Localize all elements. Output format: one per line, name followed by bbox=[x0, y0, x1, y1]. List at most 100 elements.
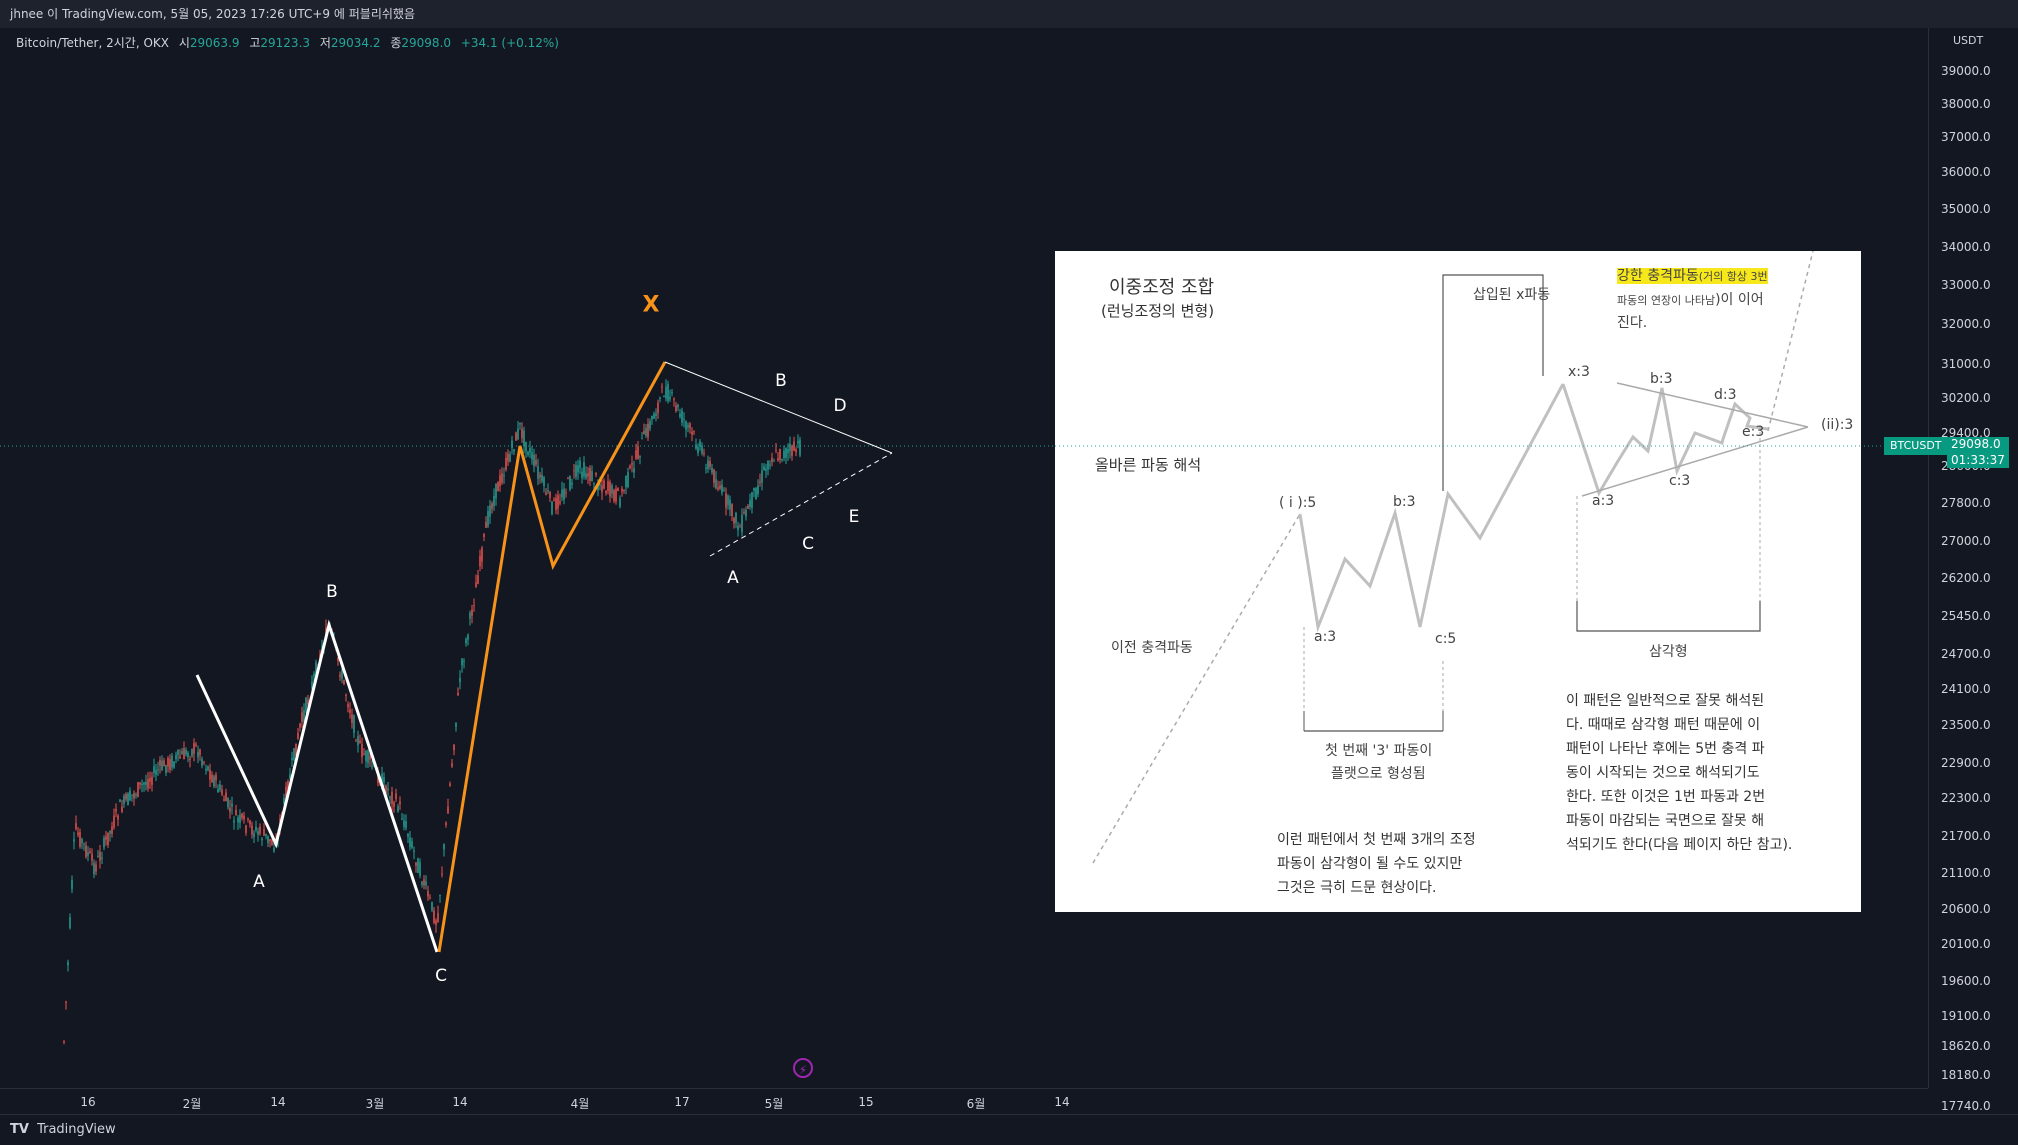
candle-body bbox=[591, 471, 593, 482]
candle-body bbox=[399, 801, 401, 805]
candle-body bbox=[533, 454, 535, 467]
candle-body bbox=[195, 744, 197, 746]
candle-body bbox=[395, 793, 397, 800]
candle-body bbox=[603, 480, 605, 489]
candle-body bbox=[183, 748, 185, 760]
triangle-lower-line[interactable] bbox=[709, 452, 893, 557]
price-tick: 36000.0 bbox=[1941, 165, 1991, 179]
candle-body bbox=[191, 749, 193, 757]
price-tick: 18180.0 bbox=[1941, 1068, 1991, 1082]
chart-plot-area[interactable] bbox=[0, 28, 1928, 1088]
candle-body bbox=[569, 476, 571, 490]
candle-body bbox=[301, 712, 303, 723]
candle-body bbox=[315, 662, 317, 680]
candle-body bbox=[229, 807, 231, 812]
candle-body bbox=[353, 715, 355, 733]
point-tri-a3: a:3 bbox=[1592, 493, 1615, 509]
candle-body bbox=[217, 788, 219, 793]
candle-body bbox=[541, 474, 543, 482]
candle-body bbox=[163, 760, 165, 767]
candle-body bbox=[385, 785, 387, 795]
candle-body bbox=[483, 534, 485, 537]
candle-body bbox=[117, 815, 119, 820]
candle-body bbox=[639, 455, 641, 458]
price-tick: 26200.0 bbox=[1941, 571, 1991, 585]
candle-body bbox=[769, 464, 771, 466]
point-tri-c3: c:3 bbox=[1669, 473, 1691, 489]
wave-c-label: C bbox=[435, 966, 447, 986]
candle-body bbox=[197, 751, 199, 758]
inset-inserted-x: 삽입된 x파동 bbox=[1473, 287, 1551, 303]
candle-body bbox=[233, 820, 235, 823]
candle-body bbox=[761, 470, 763, 483]
candle-body bbox=[773, 460, 775, 462]
candle-body bbox=[67, 962, 69, 966]
candle-body bbox=[389, 796, 391, 799]
point-a3: a:3 bbox=[1314, 629, 1337, 645]
orange-wave-line[interactable] bbox=[437, 361, 667, 953]
candle-body bbox=[173, 761, 175, 768]
candle-body bbox=[771, 457, 773, 462]
candle-body bbox=[203, 761, 205, 763]
candle-body bbox=[211, 774, 213, 783]
candle-body bbox=[175, 754, 177, 760]
candle-body bbox=[259, 826, 261, 834]
lightning-icon[interactable]: ⚡ bbox=[793, 1058, 813, 1078]
candle-body bbox=[241, 813, 243, 818]
price-tick: 27800.0 bbox=[1941, 496, 1991, 510]
candle-body bbox=[413, 850, 415, 852]
legend-open-value: 29063.9 bbox=[189, 36, 240, 50]
candle-body bbox=[215, 774, 217, 781]
candle-body bbox=[435, 920, 437, 925]
candle-body bbox=[225, 792, 227, 802]
price-axis[interactable]: USDT 39000.0 38000.0 37000.0 36000.0 35000.0… bbox=[1928, 28, 2018, 1113]
legend-high-label: 고 bbox=[249, 36, 261, 50]
candle-body bbox=[221, 789, 223, 795]
candle-body bbox=[209, 769, 211, 780]
candle-body bbox=[141, 783, 143, 785]
candle-body bbox=[751, 492, 753, 508]
candle-body bbox=[711, 467, 713, 473]
inset-strong-impulse-line2: 파동의 연장이 나타남)이 이어 bbox=[1617, 289, 1764, 309]
triangle-e-label: E bbox=[848, 507, 860, 527]
candle-body bbox=[451, 763, 453, 767]
candle-body bbox=[473, 604, 475, 606]
legend-close-value: 29098.0 bbox=[401, 36, 452, 50]
candle-body bbox=[553, 499, 555, 501]
legend-close-label: 종 bbox=[390, 36, 402, 50]
price-tick: 19600.0 bbox=[1941, 974, 1991, 988]
elliott-wave-reference-image: 이중조정 조합 (런닝조정의 변형) 올바른 파동 해석 이전 충격파동 삽입된… bbox=[1055, 251, 1861, 912]
candle-body bbox=[161, 760, 163, 770]
candle-body bbox=[617, 487, 619, 491]
candle-body bbox=[787, 449, 789, 454]
candle-body bbox=[509, 454, 511, 462]
candle-body bbox=[155, 770, 157, 775]
candle-body bbox=[607, 481, 609, 491]
legend-symbol[interactable]: Bitcoin/Tether, 2시간, OKX bbox=[16, 36, 170, 50]
triangle-upper-line[interactable] bbox=[664, 361, 893, 454]
candle-body bbox=[265, 833, 267, 836]
candle-body bbox=[355, 740, 357, 742]
time-axis[interactable]: 16 2월 14 3월 14 4월 17 5월 15 6월 14 bbox=[0, 1088, 1928, 1114]
candle-body bbox=[475, 582, 477, 588]
candle-body bbox=[131, 794, 133, 796]
price-tick: 27000.0 bbox=[1941, 534, 1991, 548]
candle-body bbox=[557, 495, 559, 509]
point-tri-d3: d:3 bbox=[1714, 387, 1737, 403]
candle-body bbox=[219, 784, 221, 790]
candle-body bbox=[365, 750, 367, 762]
candle-body bbox=[227, 797, 229, 808]
inset-strong-impulse-hl: 강한 충격파동 bbox=[1617, 268, 1699, 284]
price-tick: 22300.0 bbox=[1941, 791, 1991, 805]
candle-body bbox=[775, 449, 777, 451]
candle-body bbox=[703, 453, 705, 455]
candle-body bbox=[169, 759, 171, 770]
white-wave-line[interactable] bbox=[195, 619, 439, 953]
candle-body bbox=[421, 881, 423, 886]
note-right: 이 패턴은 일반적으로 잘못 해석된 다. 때때로 삼각형 패턴 때문에 이 패… bbox=[1566, 693, 1793, 853]
candle-body bbox=[187, 752, 189, 758]
candle-body bbox=[289, 774, 291, 779]
candle-body bbox=[237, 817, 239, 823]
candle-body bbox=[507, 453, 509, 462]
candle-body bbox=[673, 399, 675, 401]
